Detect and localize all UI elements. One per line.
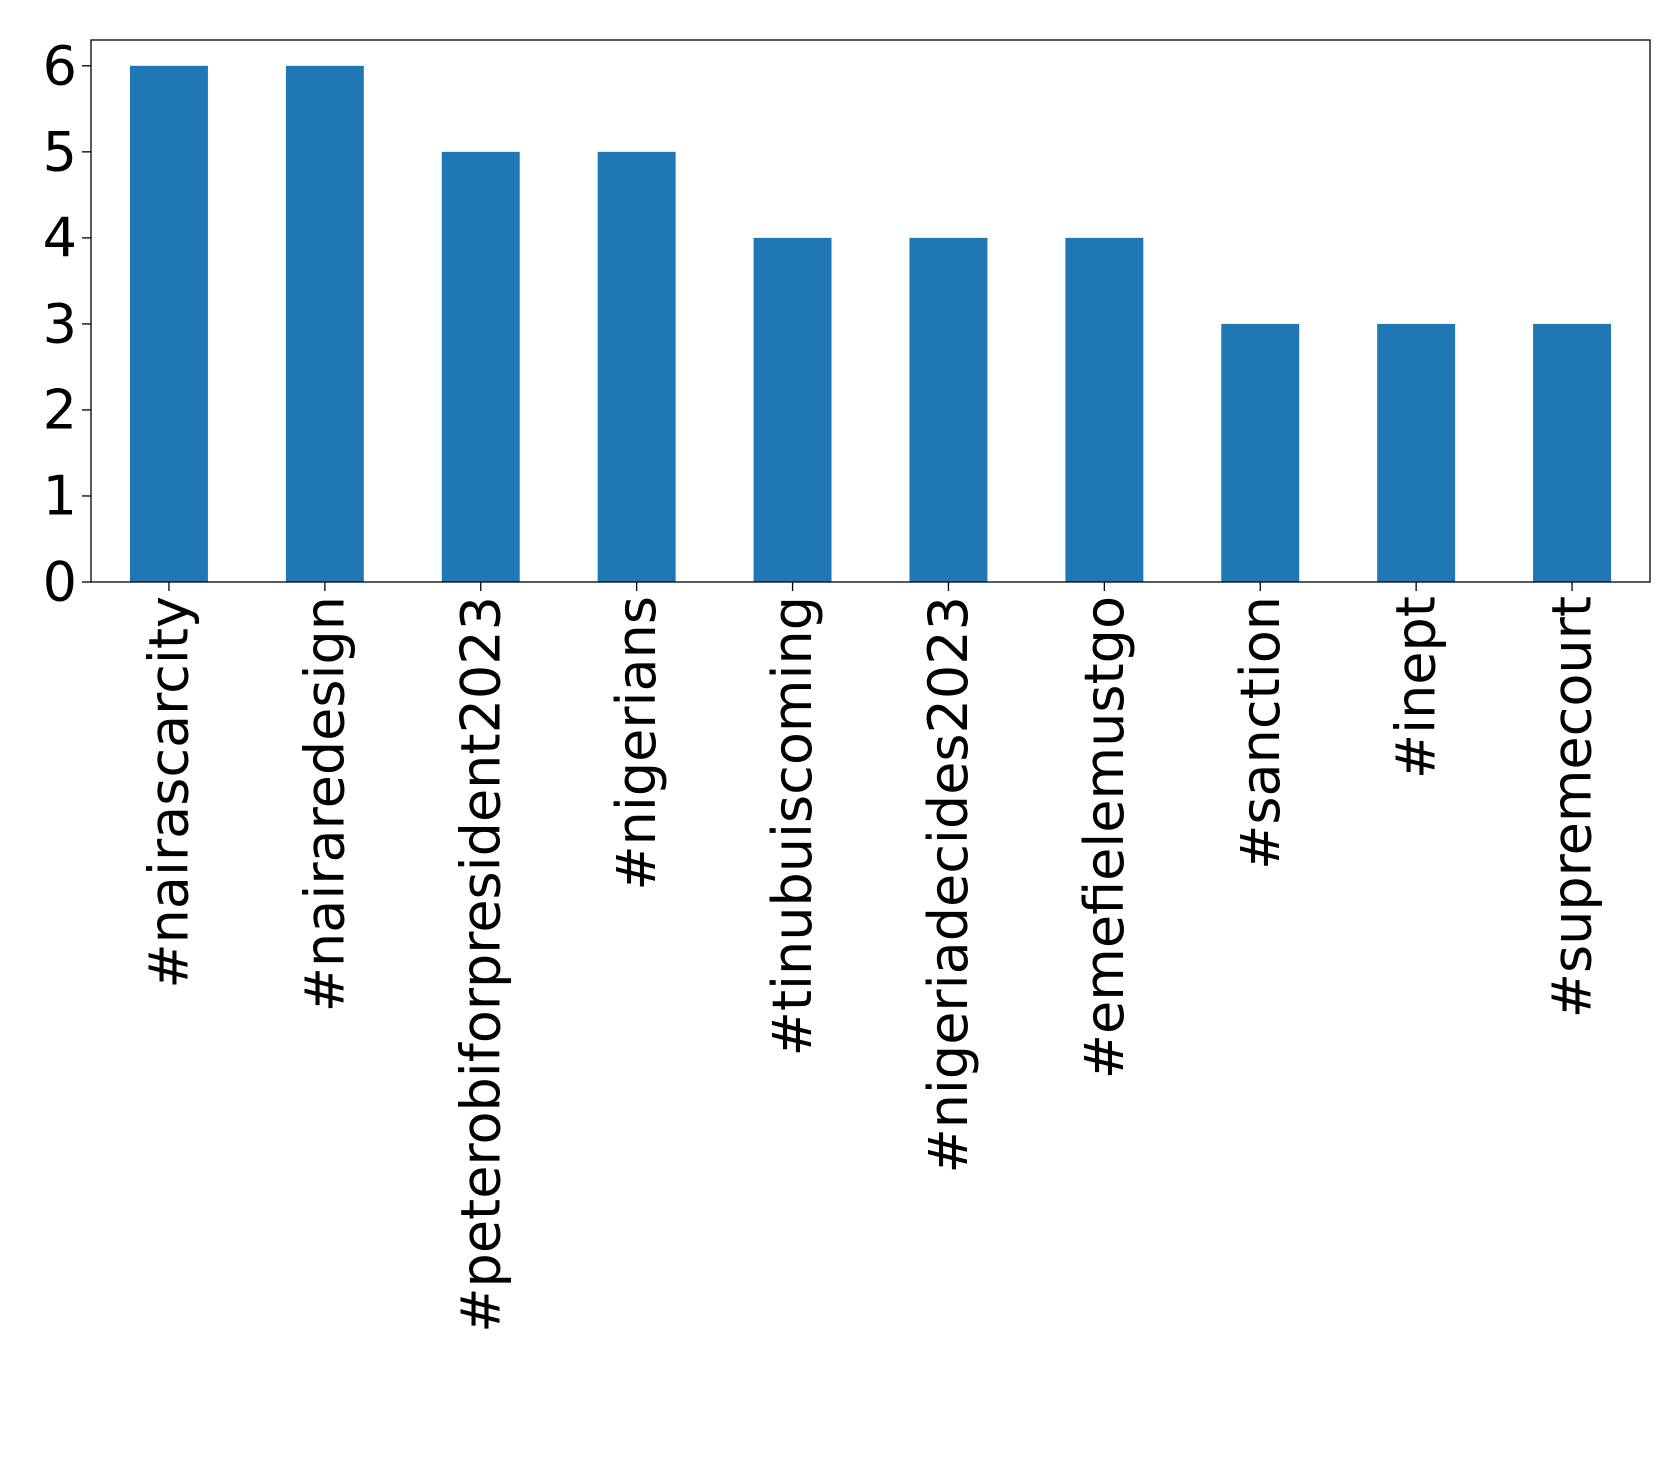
plot-frame — [90, 39, 1651, 583]
y-tick-label-5: 5 — [43, 120, 77, 183]
y-tick-label-3: 3 — [43, 292, 77, 355]
bar-4 — [753, 237, 832, 582]
x-tick-label-0: #nairascarcity — [137, 596, 200, 989]
y-tick-label-4: 4 — [43, 206, 77, 269]
bar-7 — [1221, 323, 1300, 582]
x-tick-label-8: #inept — [1385, 596, 1448, 779]
y-tick-label-0: 0 — [43, 551, 77, 614]
y-tick-label-1: 1 — [43, 464, 77, 527]
x-tick-label-5: #nigeriadecides2023 — [917, 596, 980, 1174]
bar-8 — [1377, 323, 1456, 582]
y-tick-label-6: 6 — [43, 34, 77, 97]
x-tick-label-6: #emefielemustgo — [1073, 596, 1136, 1079]
bar-3 — [597, 151, 676, 583]
bar-1 — [285, 65, 364, 583]
bar-0 — [129, 65, 208, 583]
y-tick-label-2: 2 — [43, 378, 77, 441]
x-tick-label-7: #sanction — [1229, 596, 1292, 870]
bar-9 — [1533, 323, 1612, 582]
bar-5 — [909, 237, 988, 582]
x-axis: #nairascarcity #nairaredesign #peterobifor… — [137, 582, 1604, 1333]
bar-2 — [441, 151, 520, 583]
y-axis: 0 1 2 3 4 5 6 — [43, 34, 91, 614]
x-tick-label-3: #nigerians — [605, 596, 668, 891]
x-tick-label-4: #tinubuiscoming — [761, 596, 824, 1056]
x-tick-label-9: #supremecourt — [1541, 596, 1604, 1018]
x-tick-label-2: #peterobiforpresident2023 — [449, 596, 512, 1333]
bars-layer — [129, 65, 1612, 583]
bar-6 — [1065, 237, 1144, 582]
x-tick-label-1: #nairaredesign — [293, 596, 356, 1012]
